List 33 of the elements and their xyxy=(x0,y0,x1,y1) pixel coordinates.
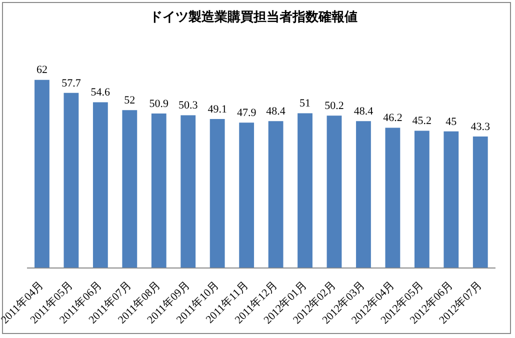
data-label: 62 xyxy=(36,64,48,76)
data-label: 51 xyxy=(300,98,311,110)
bar xyxy=(92,102,108,268)
chart-title: ドイツ製造業購買担当者指数確報値 xyxy=(150,9,358,24)
bar xyxy=(64,92,79,268)
data-label: 48.4 xyxy=(266,105,286,118)
bar xyxy=(326,116,342,268)
bar xyxy=(472,136,488,268)
data-label: 48.4 xyxy=(354,105,374,118)
data-label: 54.6 xyxy=(90,86,111,99)
data-label: 52 xyxy=(124,94,136,107)
data-label: 49.1 xyxy=(208,103,227,116)
bar xyxy=(298,113,312,268)
data-label: 57.7 xyxy=(62,77,82,90)
bar xyxy=(356,121,371,268)
bar xyxy=(151,113,166,268)
data-label: 50.3 xyxy=(178,100,198,112)
bar xyxy=(34,80,50,268)
data-label: 50.2 xyxy=(324,100,344,112)
data-label: 47.9 xyxy=(236,106,257,119)
bar xyxy=(239,122,254,268)
bar xyxy=(444,131,459,268)
data-label: 50.9 xyxy=(149,98,170,110)
bar xyxy=(268,121,284,268)
data-label: 46.2 xyxy=(383,112,402,124)
data-label: 43.3 xyxy=(470,120,491,133)
bar xyxy=(180,115,196,268)
bar xyxy=(385,128,400,268)
bar xyxy=(210,118,225,268)
bar xyxy=(122,110,138,268)
data-label: 45.2 xyxy=(412,115,432,128)
bar xyxy=(414,130,430,268)
data-label: 45 xyxy=(446,116,458,128)
